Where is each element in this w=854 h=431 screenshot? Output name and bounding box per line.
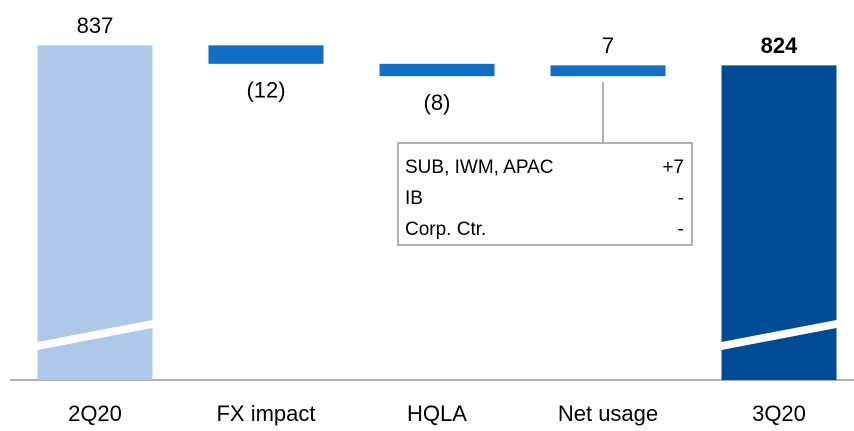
value-label: 824 (761, 33, 798, 58)
annotation-label: SUB, IWM, APAC (405, 157, 554, 178)
annotation-box (397, 142, 693, 246)
bar (379, 63, 495, 77)
axis-break (37, 320, 153, 350)
x-tick-label: HQLA (407, 401, 467, 426)
bar (550, 65, 666, 77)
x-tick-label: 3Q20 (752, 401, 806, 426)
axis-break (721, 320, 837, 350)
annotation-value: - (678, 188, 684, 209)
x-tick-label: FX impact (216, 401, 315, 426)
bar (208, 45, 324, 64)
x-tick-label: 2Q20 (68, 401, 122, 426)
value-label: (12) (246, 78, 285, 103)
annotation-label: Corp. Ctr. (405, 219, 486, 240)
x-tick-label: Net usage (558, 401, 658, 426)
annotation-value: +7 (662, 157, 684, 178)
value-label: 837 (77, 13, 114, 38)
annotation-label: IB (405, 188, 423, 209)
value-label: (8) (424, 90, 451, 115)
value-label: 7 (602, 33, 614, 58)
annotation-value: - (678, 219, 684, 240)
